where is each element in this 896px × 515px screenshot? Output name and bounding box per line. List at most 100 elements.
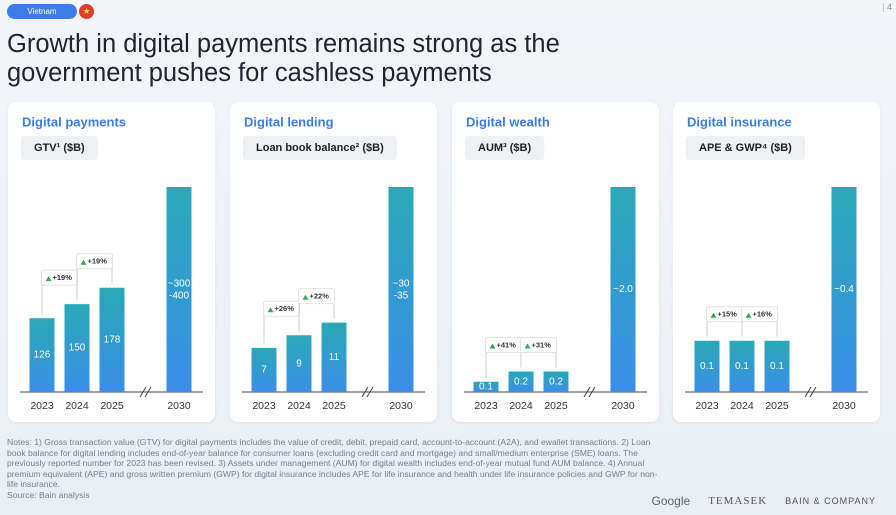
growth-arrow — [302, 294, 309, 300]
x-tick-label: 2023 — [252, 400, 276, 412]
x-tick-label: 2030 — [832, 400, 856, 412]
growth-arrow — [80, 259, 87, 265]
chart-panel: Digital payments GTV¹ ($B) 126 2023 150 2024 1… — [8, 102, 215, 422]
bar — [473, 381, 499, 392]
value-label: 0.2 — [549, 376, 563, 387]
growth-box — [298, 288, 335, 305]
x-tick-label: 2030 — [611, 400, 635, 412]
axis-break — [139, 386, 152, 398]
bar — [543, 371, 569, 392]
chart: Digital lending Loan book balance² ($B) 7 2… — [242, 114, 425, 412]
logo: Google — [651, 494, 691, 508]
growth-box — [520, 337, 557, 353]
growth-label: +19% — [53, 273, 73, 282]
growth-label: +41% — [497, 340, 517, 349]
bar — [29, 318, 55, 392]
axis-break — [804, 386, 817, 398]
growth-arrow — [710, 312, 717, 318]
x-tick-label: 2025 — [322, 400, 346, 412]
growth-box — [741, 306, 778, 323]
value-label: 178 — [104, 335, 121, 346]
bar — [286, 335, 312, 392]
chart-subtitle: AUM³ ($B) — [478, 142, 531, 154]
value-label: ~300 -400 — [168, 278, 191, 301]
value-label: 0.1 — [479, 382, 493, 393]
growth-label: +22% — [310, 292, 330, 301]
value-label: 0.2 — [514, 376, 528, 387]
bar — [764, 340, 790, 392]
logo: TEMASEK — [708, 495, 768, 507]
slide-title: Growth in digital payments remains stron… — [7, 30, 560, 87]
chart-subtitle: GTV¹ ($B) — [34, 142, 85, 154]
x-tick-label: 2030 — [167, 400, 191, 412]
x-tick-label: 2023 — [695, 400, 719, 412]
value-label: 11 — [329, 352, 340, 363]
growth-label: +31% — [532, 340, 552, 349]
bar — [251, 347, 277, 392]
value-label: ~30 -35 — [393, 278, 410, 301]
logo: BAIN & COMPANY — [785, 496, 876, 506]
x-tick-label: 2025 — [765, 400, 789, 412]
chart-title: Digital payments — [22, 114, 126, 129]
value-label: ~0.4 — [834, 284, 854, 295]
value-label: ~2.0 — [613, 284, 633, 295]
x-tick-label: 2023 — [474, 400, 498, 412]
growth-arrow — [267, 307, 274, 313]
subtitle-pill — [686, 136, 805, 160]
x-tick-label: 2024 — [730, 400, 754, 412]
growth-arrow — [745, 312, 752, 318]
axis-break — [583, 386, 596, 398]
chart-subtitle: APE & GWP⁴ ($B) — [699, 142, 792, 154]
value-label: 7 — [261, 365, 267, 376]
growth-label: +19% — [88, 257, 108, 266]
x-tick-label: 2025 — [100, 400, 124, 412]
subtitle-pill — [243, 136, 397, 160]
value-label: 0.1 — [770, 361, 784, 372]
growth-label: +15% — [718, 310, 738, 319]
growth-arrow — [524, 343, 531, 349]
x-tick-label: 2023 — [30, 400, 54, 412]
subtitle-pill — [465, 136, 545, 160]
chart: Digital payments GTV¹ ($B) 126 2023 150 2024 1… — [20, 114, 203, 412]
x-tick-label: 2025 — [544, 400, 568, 412]
page-number: 4 — [882, 2, 892, 12]
country-tag: Vietnam — [7, 4, 77, 19]
notes: Notes: 1) Gross transaction value (GTV) … — [7, 437, 667, 501]
chart-subtitle: Loan book balance² ($B) — [256, 142, 384, 154]
x-tick-label: 2024 — [287, 400, 311, 412]
bar — [729, 340, 755, 392]
source: Source: Bain analysis — [7, 489, 90, 500]
logos: Google TEMASEK BAIN & COMPANY — [651, 494, 876, 508]
value-label: 0.1 — [700, 361, 714, 372]
x-tick-label: 2024 — [65, 400, 89, 412]
flag-icon: ★ — [79, 4, 94, 19]
bar — [508, 371, 534, 392]
chart-title: Digital lending — [244, 114, 334, 129]
x-tick-label: 2030 — [389, 400, 413, 412]
bar — [166, 187, 192, 392]
growth-label: +26% — [275, 304, 295, 313]
bar — [694, 340, 720, 392]
growth-arrow — [45, 276, 52, 282]
chart-panel: Digital lending Loan book balance² ($B) 7 2… — [230, 102, 437, 422]
chart-panel: Digital wealth AUM³ ($B) 0.1 2023 0.2 2024 0.2… — [452, 102, 659, 422]
bar — [610, 187, 636, 392]
value-label: 150 — [69, 343, 86, 354]
growth-box — [76, 253, 113, 270]
bar — [388, 187, 414, 392]
chart: Digital wealth AUM³ ($B) 0.1 2023 0.2 2024 0.2… — [464, 114, 647, 412]
chart-title: Digital wealth — [466, 114, 550, 129]
bar — [321, 322, 347, 392]
bar — [64, 304, 90, 392]
value-label: 9 — [296, 358, 302, 369]
chart-title: Digital insurance — [687, 114, 792, 129]
value-label: 0.1 — [735, 361, 749, 372]
subtitle-pill — [21, 136, 98, 160]
bar — [831, 187, 857, 392]
chart: Digital insurance APE & GWP⁴ ($B) 0.1 2023 0… — [685, 114, 868, 412]
value-label: 126 — [34, 350, 51, 361]
notes-text: Notes: 1) Gross transaction value (GTV) … — [7, 437, 658, 490]
x-tick-label: 2024 — [509, 400, 533, 412]
growth-arrow — [489, 343, 496, 349]
